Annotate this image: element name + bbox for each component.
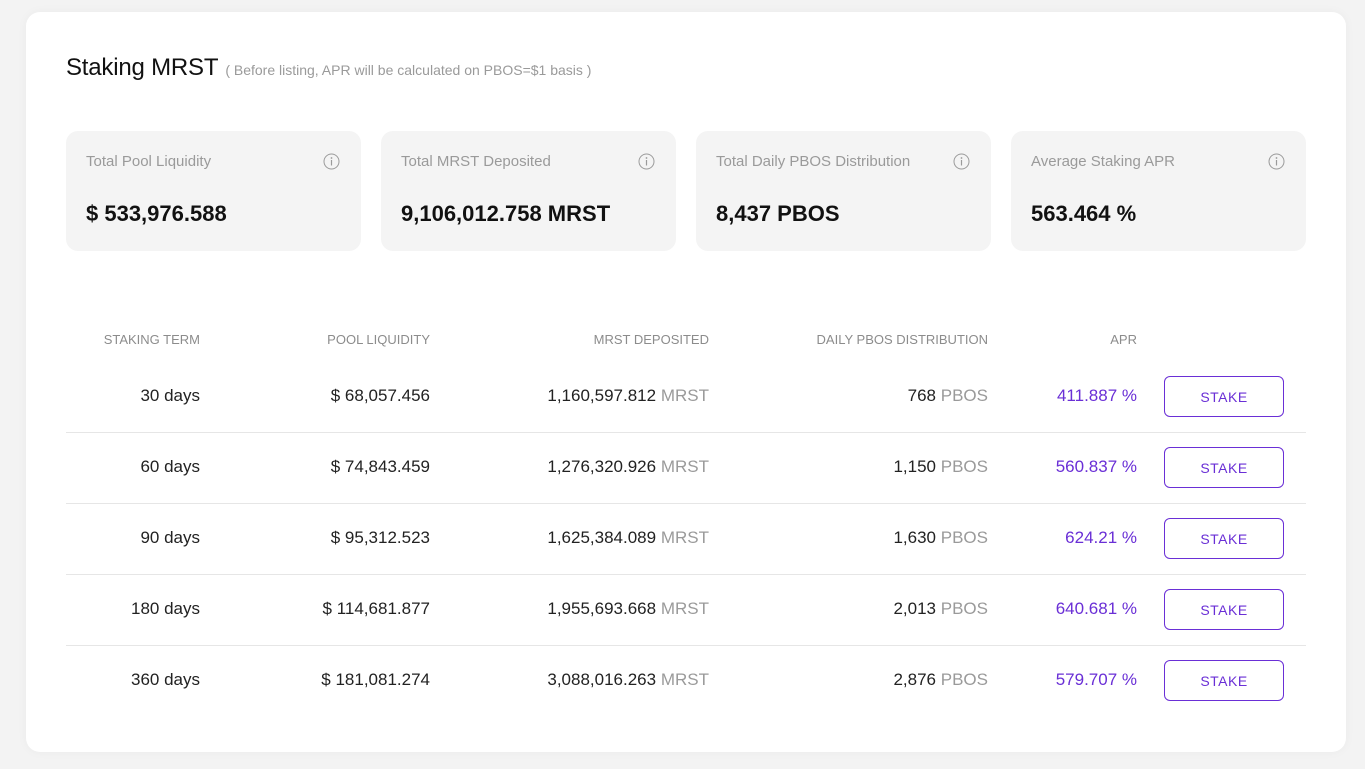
staking-term: 360 days xyxy=(131,670,200,689)
stake-button[interactable]: STAKE xyxy=(1164,660,1284,701)
daily-distribution: 768 PBOS xyxy=(908,386,988,406)
staking-table: STAKING TERM POOL LIQUIDITY MRST DEPOSIT… xyxy=(66,322,1306,716)
info-icon[interactable] xyxy=(953,153,970,170)
mrst-deposited: 1,160,597.812 MRST xyxy=(547,386,709,406)
mrst-deposited: 1,955,693.668 MRST xyxy=(547,599,709,619)
table-header: STAKING TERM POOL LIQUIDITY MRST DEPOSIT… xyxy=(66,322,1306,362)
pool-liquidity: $ 68,057.456 xyxy=(330,386,430,405)
deposited-unit: MRST xyxy=(660,528,709,547)
distribution-unit: PBOS xyxy=(940,599,988,618)
distribution-amount: 1,630 xyxy=(893,528,937,547)
info-icon[interactable] xyxy=(1268,153,1285,170)
staking-panel: Staking MRST ( Before listing, APR will … xyxy=(26,12,1346,752)
stat-value: 563.464 % xyxy=(1031,201,1137,226)
column-header-pool-liquidity: POOL LIQUIDITY xyxy=(327,332,430,347)
stat-card-total-mrst-deposited: Total MRST Deposited 9,106,012.758 MRST xyxy=(381,131,676,251)
pool-liquidity: $ 114,681.877 xyxy=(322,599,430,618)
stake-button[interactable]: STAKE xyxy=(1164,447,1284,488)
apr-value: 640.681 % xyxy=(1055,599,1137,618)
daily-distribution: 1,630 PBOS xyxy=(893,528,988,548)
table-row: 90 days $ 95,312.523 1,625,384.089 MRST … xyxy=(66,504,1306,575)
pool-liquidity: $ 181,081.274 xyxy=(321,670,430,689)
mrst-deposited: 3,088,016.263 MRST xyxy=(547,670,709,690)
stat-label: Total Daily PBOS Distribution xyxy=(716,153,911,170)
stat-card-average-staking-apr: Average Staking APR 563.464 % xyxy=(1011,131,1306,251)
mrst-deposited: 1,625,384.089 MRST xyxy=(547,528,709,548)
pool-liquidity: $ 95,312.523 xyxy=(330,528,430,547)
stat-card-total-pool-liquidity: Total Pool Liquidity $ 533,976.588 xyxy=(66,131,361,251)
stat-label: Average Staking APR xyxy=(1031,153,1175,170)
table-row: 30 days $ 68,057.456 1,160,597.812 MRST … xyxy=(66,362,1306,433)
distribution-unit: PBOS xyxy=(940,386,988,405)
daily-distribution: 2,876 PBOS xyxy=(893,670,988,690)
column-header-mrst-deposited: MRST DEPOSITED xyxy=(593,332,709,347)
column-header-daily-pbos-distribution: DAILY PBOS DISTRIBUTION xyxy=(816,332,988,347)
staking-term: 60 days xyxy=(140,457,200,476)
stat-value: 9,106,012.758 MRST xyxy=(401,201,611,226)
distribution-amount: 768 xyxy=(907,386,937,405)
deposited-unit: MRST xyxy=(660,457,709,476)
panel-header: Staking MRST ( Before listing, APR will … xyxy=(66,54,591,82)
stat-card-total-daily-pbos-distribution: Total Daily PBOS Distribution 8,437 PBOS xyxy=(696,131,991,251)
table-row: 180 days $ 114,681.877 1,955,693.668 MRS… xyxy=(66,575,1306,646)
info-icon[interactable] xyxy=(638,153,655,170)
info-icon[interactable] xyxy=(323,153,340,170)
table-row: 360 days $ 181,081.274 3,088,016.263 MRS… xyxy=(66,646,1306,716)
stake-button[interactable]: STAKE xyxy=(1164,376,1284,417)
stats-row: Total Pool Liquidity $ 533,976.588 Total… xyxy=(66,131,1306,251)
page-subtitle: ( Before listing, APR will be calculated… xyxy=(225,62,592,78)
stake-button[interactable]: STAKE xyxy=(1164,518,1284,559)
deposited-unit: MRST xyxy=(660,599,709,618)
page-title: Staking MRST xyxy=(66,54,219,81)
stat-label: Total Pool Liquidity xyxy=(86,153,212,170)
pool-liquidity: $ 74,843.459 xyxy=(330,457,430,476)
column-header-apr: APR xyxy=(1110,332,1137,347)
table-row: 60 days $ 74,843.459 1,276,320.926 MRST … xyxy=(66,433,1306,504)
daily-distribution: 1,150 PBOS xyxy=(893,457,988,477)
deposited-amount: 1,276,320.926 xyxy=(547,457,657,476)
distribution-unit: PBOS xyxy=(940,670,988,689)
deposited-amount: 1,625,384.089 xyxy=(547,528,657,547)
distribution-amount: 1,150 xyxy=(893,457,937,476)
staking-term: 90 days xyxy=(140,528,200,547)
stat-label: Total MRST Deposited xyxy=(401,153,551,170)
apr-value: 579.707 % xyxy=(1055,670,1137,689)
deposited-amount: 1,160,597.812 xyxy=(547,386,657,405)
distribution-unit: PBOS xyxy=(940,457,988,476)
staking-term: 30 days xyxy=(140,386,200,405)
daily-distribution: 2,013 PBOS xyxy=(893,599,988,619)
mrst-deposited: 1,276,320.926 MRST xyxy=(547,457,709,477)
apr-value: 624.21 % xyxy=(1065,528,1137,547)
deposited-unit: MRST xyxy=(660,670,709,689)
stat-value: 8,437 PBOS xyxy=(716,201,840,226)
distribution-unit: PBOS xyxy=(940,528,988,547)
distribution-amount: 2,013 xyxy=(893,599,937,618)
deposited-amount: 1,955,693.668 xyxy=(547,599,657,618)
apr-value: 411.887 % xyxy=(1056,386,1137,405)
stat-value: $ 533,976.588 xyxy=(86,201,227,226)
apr-value: 560.837 % xyxy=(1055,457,1137,476)
deposited-unit: MRST xyxy=(660,386,709,405)
staking-term: 180 days xyxy=(131,599,200,618)
column-header-staking-term: STAKING TERM xyxy=(103,332,200,347)
distribution-amount: 2,876 xyxy=(893,670,937,689)
deposited-amount: 3,088,016.263 xyxy=(547,670,657,689)
stake-button[interactable]: STAKE xyxy=(1164,589,1284,630)
